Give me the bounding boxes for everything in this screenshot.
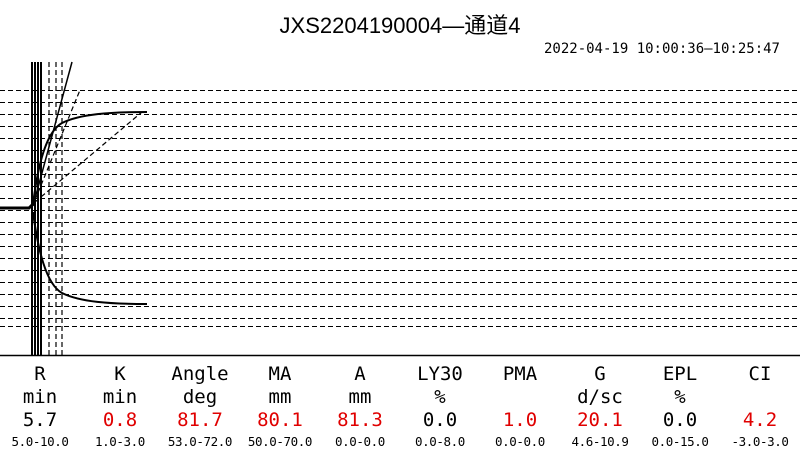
param-value: 81.7 [177,409,223,431]
param-name: LY30 [417,363,463,385]
param-range: 0.0-8.0 [415,434,465,449]
param-range: 0.0-0.0 [335,434,385,449]
param-epl: EPL% 0.0 0.0-15.0 [640,362,720,450]
baseline-trace [0,202,35,210]
param-range: 53.0-72.0 [167,434,233,449]
param-ma: MA mm 80.1 50.0-70.0 [240,362,320,450]
param-value: 20.1 [577,409,623,431]
param-name: PMA [502,363,538,385]
teg-chart [0,61,800,357]
chart-grid [0,90,800,327]
param-ci: CI 4.2 -3.0-3.0 [720,362,800,450]
param-range: 5.0-10.0 [11,434,69,449]
param-range: 0.0-0.0 [495,434,545,449]
param-value: 1.0 [502,409,538,431]
param-ly30: LY30% 0.0 0.0-8.0 [400,362,480,450]
param-value: 5.7 [22,409,58,431]
upper-amplitude-trace [32,111,148,205]
param-range: -3.0-3.0 [731,434,789,449]
param-value: 4.2 [742,409,778,431]
param-range: 1.0-3.0 [95,434,145,449]
param-unit: mm [348,386,372,408]
param-unit: % [434,386,446,408]
angle-tangent-line [32,61,73,207]
param-name: Angle [171,363,229,385]
param-range: 0.0-15.0 [651,434,709,449]
param-range: 50.0-70.0 [247,434,313,449]
param-range: 4.6-10.9 [571,434,629,449]
param-value: 0.0 [662,409,698,431]
param-unit: % [674,386,686,408]
lower-amplitude-trace [32,211,148,305]
teg-traces [0,61,148,305]
chart-title: JXS2204190004—通道4 [279,13,521,38]
param-name: G [594,363,606,385]
param-value: 80.1 [257,409,303,431]
param-name: CI [748,363,772,385]
param-name: EPL [662,363,698,385]
param-unit: deg [182,386,218,408]
param-pma: PMA 1.0 0.0-0.0 [480,362,560,450]
param-unit: mm [268,386,292,408]
param-unit [480,386,560,408]
param-name: R [34,363,46,385]
param-angle: Angle deg 81.7 53.0-72.0 [160,362,240,450]
k-line-shallow [34,111,143,203]
param-unit: min [102,386,138,408]
param-unit [720,386,800,408]
time-markers [31,62,63,355]
param-name: K [114,363,126,385]
param-value: 0.8 [102,409,138,431]
time-range: 2022-04-19 10:00:36—10:25:47 [543,41,780,57]
param-name: MA [268,363,292,385]
param-value: 0.0 [422,409,458,431]
k-line-steep [34,89,81,201]
param-unit: min [22,386,58,408]
param-value: 81.3 [337,409,383,431]
param-name: A [354,363,366,385]
param-unit: d/sc [577,386,623,408]
